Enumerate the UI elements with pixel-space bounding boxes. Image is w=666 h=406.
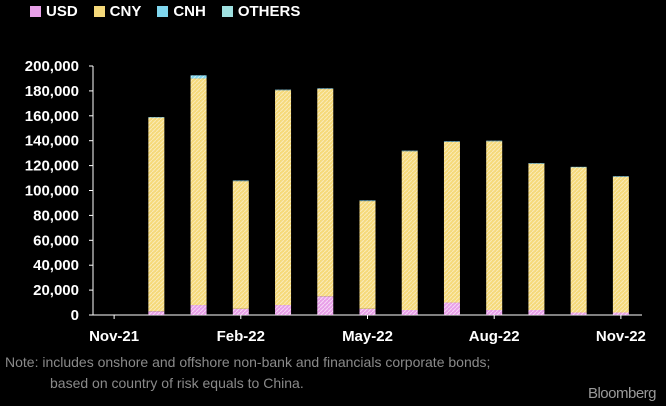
y-tick-label: 160,000 [25, 108, 79, 125]
legend-item-others: OTHERS [221, 3, 301, 20]
bar-segment-usd [148, 311, 165, 315]
bar-segment-cnh [528, 163, 545, 164]
legend-label-cny: CNY [109, 3, 142, 20]
bar-segment-cnh [612, 176, 629, 177]
x-tick-label: Aug-22 [469, 328, 520, 345]
x-axis: Nov-21 Feb-22 May-22 Aug-22 Nov-22 [89, 314, 646, 345]
bar-segment-usd [401, 310, 418, 315]
bar-segment-cnh [148, 117, 165, 118]
legend-swatch-others [221, 6, 233, 17]
bar-segment-cny [275, 90, 292, 306]
bar-segment-usd [275, 305, 292, 315]
legend-label-usd: USD [46, 3, 78, 20]
bar-segment-cny [401, 151, 418, 311]
note-line-1: Note: includes onshore and offshore non-… [5, 354, 491, 370]
legend-item-usd: USD [30, 3, 78, 20]
x-tick-label: May-22 [342, 328, 393, 345]
bloomberg-logo: Bloomberg [587, 385, 657, 402]
bar-segment-cnh [486, 140, 503, 142]
legend-item-cny: CNY [93, 3, 142, 20]
chart-legend: USD CNY CNH OTHERS [30, 3, 300, 20]
stacked-bar-chart: 0 20,000 40,000 60,000 80,000 100,000 120,000 1… [25, 58, 646, 345]
bar-segment-cny [612, 176, 629, 313]
bar-segment-cny [486, 141, 503, 311]
bar-segment-cnh [190, 75, 207, 79]
bar-segment-usd [359, 308, 376, 315]
legend-swatch-cnh [157, 6, 169, 17]
bar-segment-cnh [275, 89, 292, 91]
bar-segment-usd [612, 312, 629, 315]
bar-series [148, 75, 629, 315]
bar-segment-usd [232, 308, 249, 315]
x-tick-label: Nov-21 [89, 328, 139, 345]
y-tick-label: 120,000 [25, 158, 79, 175]
x-tick-label: Feb-22 [217, 328, 265, 345]
y-tick-label: 60,000 [33, 232, 79, 249]
bar-segment-cnh [570, 166, 587, 168]
bar-segment-cny [317, 89, 334, 297]
legend-swatch-usd [30, 6, 41, 17]
legend-label-others: OTHERS [237, 3, 301, 20]
legend-item-cnh: CNH [157, 3, 206, 20]
bar-segment-cny [443, 141, 460, 303]
bar-segment-usd [317, 296, 334, 315]
bar-segment-cny [570, 167, 587, 313]
bar-segment-cnh [359, 200, 376, 202]
bar-segment-cny [190, 78, 207, 306]
y-tick-label: 80,000 [33, 207, 79, 224]
legend-label-cnh: CNH [173, 3, 206, 20]
note-line-2: based on country of risk equals to China… [50, 375, 304, 391]
bar-segment-cny [359, 201, 376, 309]
y-tick-label: 0 [71, 307, 79, 324]
bar-segment-cnh [317, 88, 334, 90]
bar-segment-usd [570, 312, 587, 315]
chart-note: Note: includes onshore and offshore non-… [5, 352, 490, 394]
legend-swatch-cny [93, 6, 105, 17]
y-tick-label: 40,000 [33, 257, 79, 274]
bar-segment-usd [528, 310, 545, 315]
x-tick-label: Nov-22 [596, 328, 646, 345]
bar-segment-cny [232, 181, 249, 309]
bar-segment-cny [528, 163, 545, 311]
bar-segment-cny [148, 117, 165, 312]
y-tick-label: 100,000 [25, 183, 79, 200]
y-tick-label: 140,000 [25, 133, 79, 150]
y-tick-label: 20,000 [33, 282, 79, 299]
y-axis: 0 20,000 40,000 60,000 80,000 100,000 120,000 1… [25, 58, 94, 324]
bar-segment-cnh [443, 141, 460, 142]
bar-segment-usd [486, 310, 503, 315]
bar-segment-cnh [401, 150, 418, 152]
bar-segment-usd [190, 305, 207, 315]
y-tick-label: 200,000 [25, 58, 79, 75]
y-tick-label: 180,000 [25, 83, 79, 100]
bar-segment-cnh [232, 180, 249, 182]
bar-segment-usd [443, 302, 460, 315]
